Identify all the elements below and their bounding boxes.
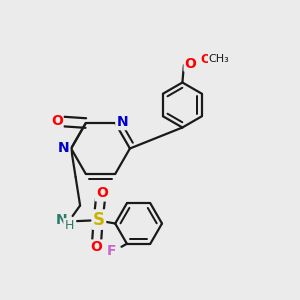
- Text: CH₃: CH₃: [208, 54, 229, 64]
- Text: N: N: [116, 115, 128, 129]
- Text: H: H: [64, 219, 74, 232]
- Text: O: O: [200, 52, 211, 66]
- Text: S: S: [93, 211, 105, 229]
- Text: N: N: [58, 142, 69, 155]
- Text: O: O: [91, 241, 103, 254]
- Text: O: O: [184, 57, 196, 70]
- Text: O: O: [96, 187, 108, 200]
- Text: N: N: [56, 214, 67, 227]
- Text: O: O: [51, 114, 63, 128]
- Text: F: F: [106, 244, 116, 258]
